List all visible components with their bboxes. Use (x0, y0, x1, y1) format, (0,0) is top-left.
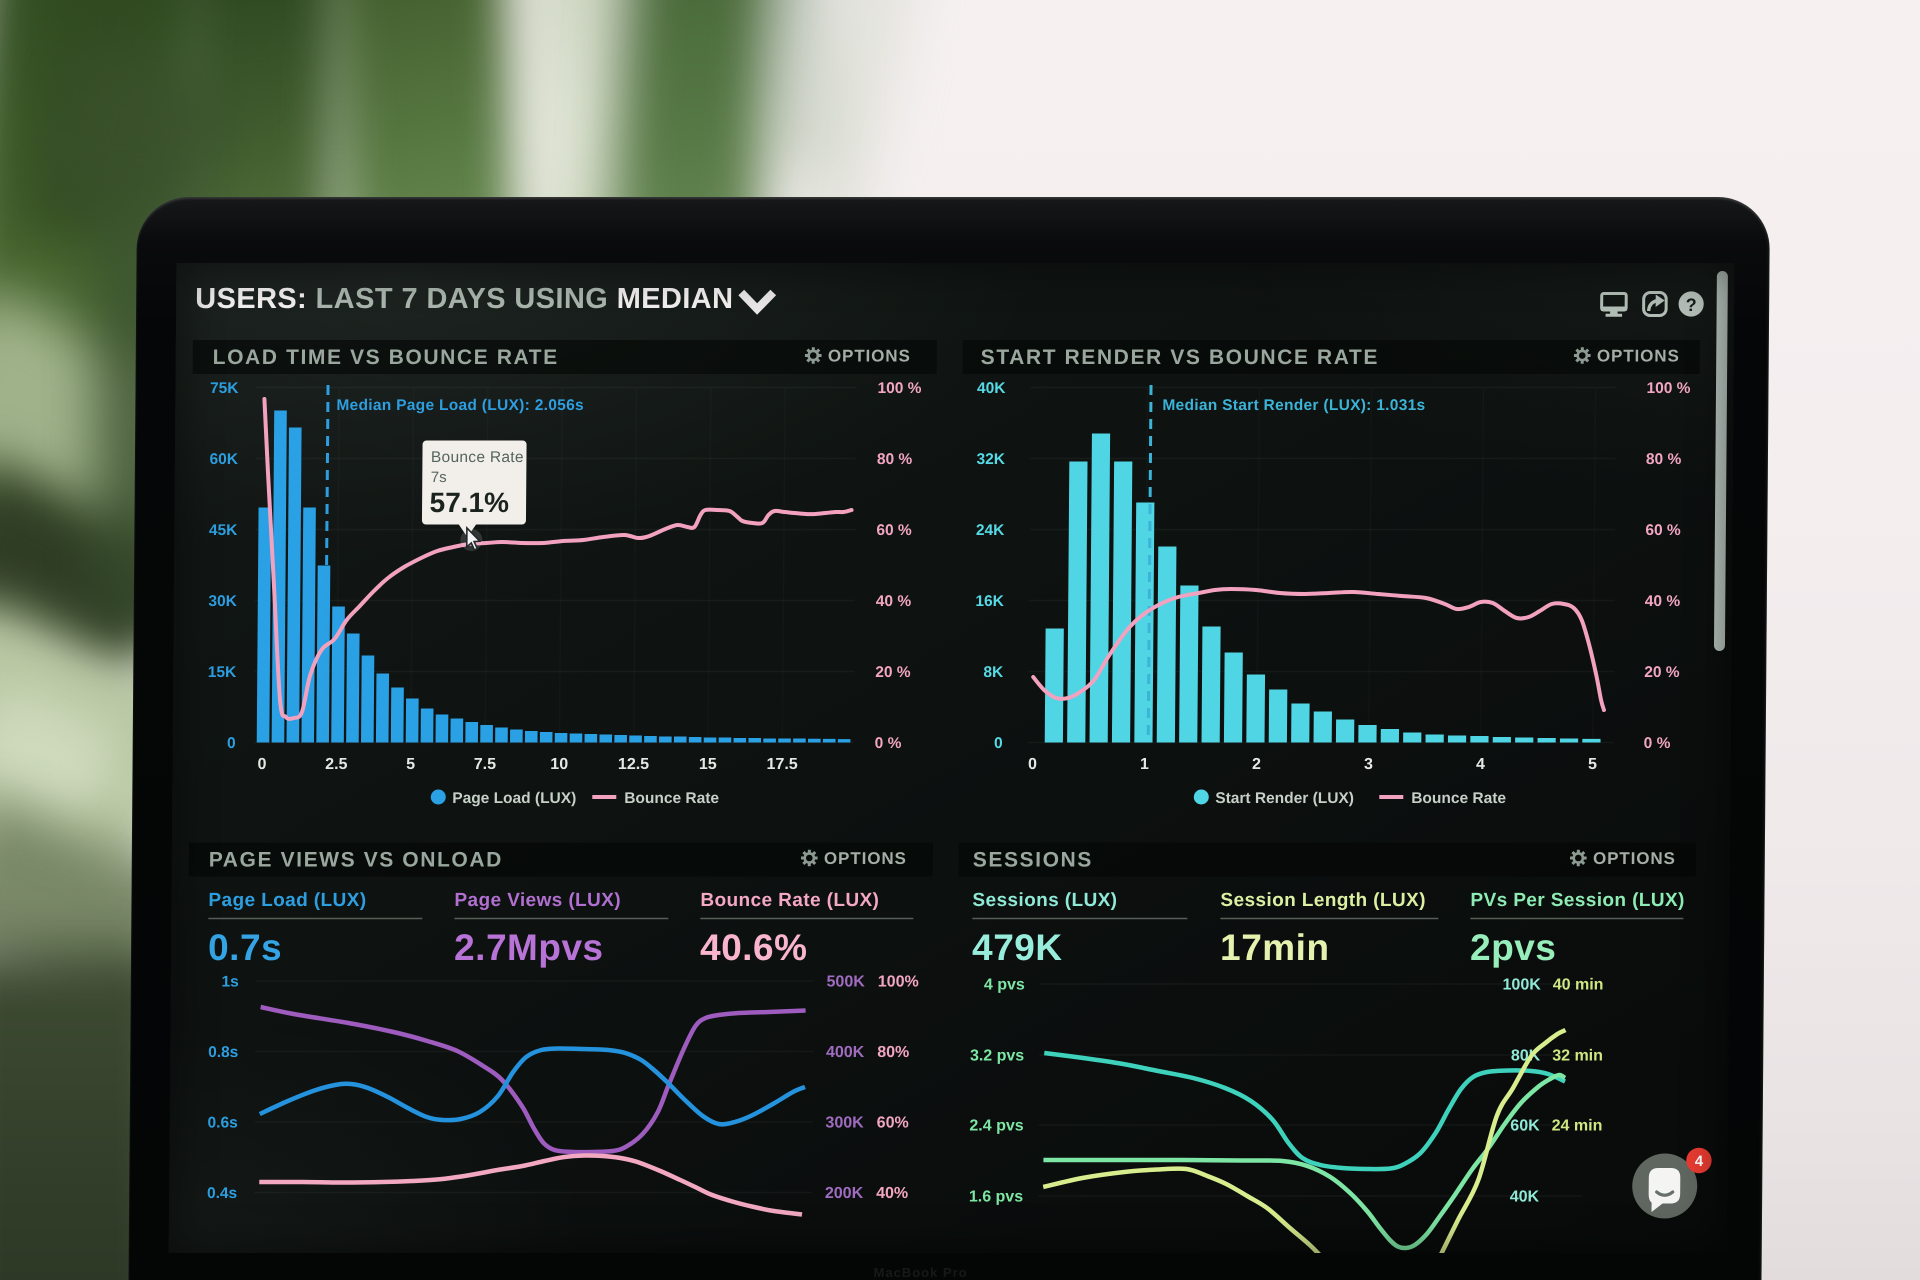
svg-text:0.6s: 0.6s (207, 1115, 237, 1132)
svg-text:17min: 17min (1220, 927, 1330, 968)
svg-text:32K: 32K (976, 451, 1005, 468)
svg-text:8K: 8K (983, 664, 1004, 681)
svg-text:0: 0 (994, 735, 1003, 752)
svg-text:80 %: 80 % (1646, 451, 1682, 468)
svg-text:40.6%: 40.6% (700, 927, 808, 968)
svg-text:10: 10 (550, 756, 568, 773)
svg-text:60 %: 60 % (876, 522, 912, 539)
svg-text:20 %: 20 % (1644, 664, 1680, 681)
svg-text:20 %: 20 % (875, 664, 911, 681)
svg-text:Bounce Rate: Bounce Rate (431, 449, 524, 466)
svg-text:0 %: 0 % (875, 735, 902, 752)
svg-text:3: 3 (1364, 756, 1373, 773)
svg-text:40 %: 40 % (876, 593, 912, 610)
svg-text:Sessions (LUX): Sessions (LUX) (972, 890, 1117, 911)
svg-text:Session Length (LUX): Session Length (LUX) (1220, 890, 1426, 911)
svg-text:15K: 15K (208, 664, 237, 681)
svg-text:OPTIONS: OPTIONS (1593, 849, 1676, 868)
svg-text:100K: 100K (1502, 977, 1541, 994)
svg-text:1s: 1s (222, 974, 239, 991)
svg-text:40 %: 40 % (1645, 593, 1681, 610)
svg-text:0: 0 (258, 756, 267, 773)
svg-text:3.2 pvs: 3.2 pvs (970, 1048, 1024, 1065)
svg-text:SESSIONS: SESSIONS (973, 849, 1093, 872)
svg-text:12.5: 12.5 (618, 756, 649, 773)
svg-text:40 min: 40 min (1553, 977, 1604, 994)
svg-text:24K: 24K (976, 522, 1005, 539)
svg-text:Page Views (LUX): Page Views (LUX) (454, 890, 621, 911)
svg-text:PVs Per Session (LUX): PVs Per Session (LUX) (1470, 890, 1684, 911)
svg-text:200K: 200K (825, 1185, 864, 1202)
svg-text:OPTIONS: OPTIONS (828, 347, 911, 366)
svg-text:400K: 400K (826, 1044, 865, 1061)
svg-text:Start Render (LUX): Start Render (LUX) (1215, 790, 1354, 807)
svg-text:2.7Mpvs: 2.7Mpvs (454, 927, 604, 968)
svg-text:4: 4 (1695, 1153, 1704, 1170)
svg-text:Page Load (LUX): Page Load (LUX) (452, 790, 576, 807)
svg-text:75K: 75K (210, 380, 239, 397)
svg-text:32 min: 32 min (1552, 1048, 1603, 1065)
svg-text:40%: 40% (876, 1185, 908, 1202)
svg-text:80%: 80% (877, 1044, 909, 1061)
svg-text:4 pvs: 4 pvs (984, 977, 1025, 994)
svg-text:Page Load (LUX): Page Load (LUX) (208, 890, 366, 911)
svg-text:Bounce Rate: Bounce Rate (1411, 790, 1506, 807)
svg-text:5: 5 (406, 756, 415, 773)
svg-text:2.5: 2.5 (325, 756, 347, 773)
svg-text:45K: 45K (209, 522, 238, 539)
svg-text:80 %: 80 % (877, 451, 913, 468)
svg-text:USERS: LAST 7 DAYS USING MEDIA: USERS: LAST 7 DAYS USING MEDIAN (195, 283, 734, 315)
svg-text:0: 0 (227, 735, 236, 752)
svg-text:Median Page Load (LUX): 2.056s: Median Page Load (LUX): 2.056s (336, 397, 584, 414)
svg-text:0.8s: 0.8s (208, 1044, 238, 1061)
svg-text:Median Start Render (LUX): 1.0: Median Start Render (LUX): 1.031s (1162, 397, 1425, 414)
svg-text:2pvs: 2pvs (1470, 927, 1557, 968)
svg-text:300K: 300K (825, 1115, 864, 1132)
svg-text:100 %: 100 % (1646, 380, 1690, 397)
svg-text:7s: 7s (431, 469, 447, 486)
svg-text:60%: 60% (877, 1115, 909, 1132)
svg-text:OPTIONS: OPTIONS (1597, 347, 1680, 366)
svg-text:2: 2 (1252, 756, 1261, 773)
svg-text:1.6 pvs: 1.6 pvs (969, 1189, 1023, 1206)
svg-text:7.5: 7.5 (474, 756, 496, 773)
svg-text:1: 1 (1140, 756, 1149, 773)
svg-text:40K: 40K (1510, 1189, 1540, 1206)
svg-text:0.7s: 0.7s (208, 927, 282, 968)
svg-text:100%: 100% (878, 974, 919, 991)
svg-text:Bounce Rate (LUX): Bounce Rate (LUX) (700, 890, 879, 911)
svg-text:START RENDER VS BOUNCE RATE: START RENDER VS BOUNCE RATE (981, 346, 1379, 369)
svg-text:80K: 80K (1511, 1048, 1541, 1065)
svg-text:100 %: 100 % (877, 380, 921, 397)
svg-text:30K: 30K (208, 593, 237, 610)
svg-text:60K: 60K (1510, 1118, 1540, 1135)
svg-text:OPTIONS: OPTIONS (824, 849, 907, 868)
svg-text:60K: 60K (209, 451, 238, 468)
svg-text:479K: 479K (972, 927, 1063, 968)
svg-text:?: ? (1686, 295, 1697, 315)
svg-text:40K: 40K (977, 380, 1006, 397)
svg-text:60 %: 60 % (1645, 522, 1681, 539)
svg-text:LOAD TIME VS BOUNCE RATE: LOAD TIME VS BOUNCE RATE (213, 346, 559, 369)
svg-text:57.1%: 57.1% (429, 487, 509, 518)
svg-text:Bounce Rate: Bounce Rate (624, 790, 719, 807)
svg-text:4: 4 (1476, 756, 1485, 773)
svg-text:0 %: 0 % (1644, 735, 1671, 752)
svg-text:500K: 500K (827, 974, 866, 991)
svg-text:17.5: 17.5 (767, 756, 798, 773)
svg-text:PAGE VIEWS VS ONLOAD: PAGE VIEWS VS ONLOAD (209, 849, 503, 872)
svg-text:0: 0 (1028, 756, 1037, 773)
svg-text:5: 5 (1588, 756, 1597, 773)
svg-text:15: 15 (699, 756, 717, 773)
svg-text:2.4 pvs: 2.4 pvs (969, 1118, 1023, 1135)
svg-text:16K: 16K (975, 593, 1004, 610)
svg-text:0.4s: 0.4s (207, 1185, 237, 1202)
svg-text:24 min: 24 min (1552, 1118, 1603, 1135)
